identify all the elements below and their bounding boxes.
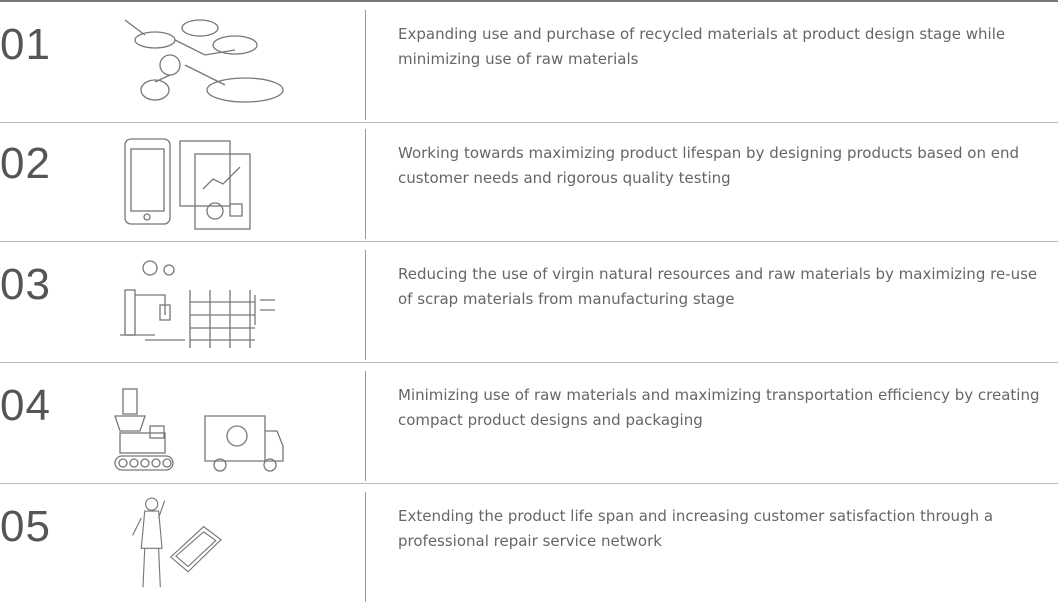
row-text: Expanding use and purchase of recycled m… <box>398 25 1006 68</box>
row: 02 Working towards maximizing product li… <box>0 121 1058 242</box>
sketch-icon <box>124 138 251 230</box>
divider <box>365 492 366 602</box>
row: 05 Extending the product life span and i… <box>0 484 1058 609</box>
row-number: 01 <box>0 20 51 69</box>
divider <box>365 371 366 481</box>
row-text: Reducing the use of virgin natural resou… <box>398 265 1038 308</box>
sketch-icon <box>132 497 222 588</box>
row-number: 03 <box>0 260 51 309</box>
row: 01 Expanding use and purchase of recycle… <box>0 2 1058 123</box>
row-number: 02 <box>0 139 51 188</box>
row-number: 05 <box>0 502 51 551</box>
sketch-icon <box>124 19 284 103</box>
row-text: Extending the product life span and incr… <box>398 507 994 550</box>
sketch-icon <box>120 260 275 348</box>
sketch-icon <box>114 388 284 472</box>
row-number: 04 <box>0 381 51 430</box>
row: 04 Minimizing use of raw materials and m… <box>0 363 1058 484</box>
row-text: Working towards maximizing product lifes… <box>398 144 1019 187</box>
divider <box>365 250 366 360</box>
divider <box>365 129 366 239</box>
row-text: Minimizing use of raw materials and maxi… <box>398 386 1040 429</box>
row: 03 Reducing the use of virgin natural re… <box>0 242 1058 363</box>
divider <box>365 10 366 120</box>
